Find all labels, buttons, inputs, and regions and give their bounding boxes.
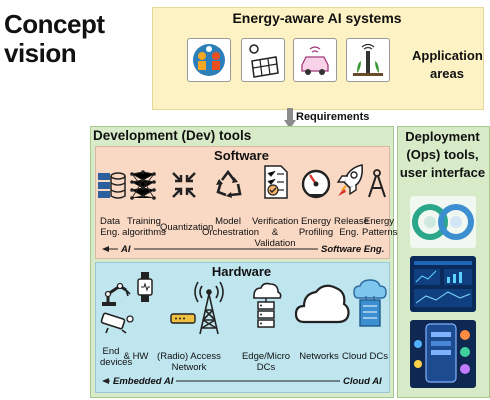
rocket-icon — [336, 164, 364, 196]
label-line-1: Training — [127, 216, 161, 227]
label-line-2: Eng. — [339, 227, 359, 238]
hardware-label-edge-dcs: Edge/Micro DCs — [241, 351, 291, 373]
band-label-ai: AI — [118, 245, 134, 254]
ops-tools-title: Deployment (Ops) tools, user interface — [397, 128, 488, 182]
hardware-label-hw: & HW — [123, 351, 149, 362]
ops-line-3: user interface — [399, 165, 486, 180]
hardware-label-end-devices: End devices — [100, 346, 133, 368]
band-label-cloud-ai: Cloud AI — [340, 377, 385, 386]
software-label-data-eng: Data Eng. — [95, 216, 125, 238]
database-icon — [98, 172, 126, 199]
hardware-label-networks: Networks — [299, 351, 339, 362]
label-line-1: End — [102, 346, 120, 357]
software-label-profiling: Energy Profiling — [298, 216, 334, 238]
label-line-1: Quantization — [160, 222, 214, 233]
software-label-orchestration: Model Orchestration — [202, 216, 260, 238]
ops-line-2: (Ops) tools, — [406, 147, 479, 162]
hardware-title: Hardware — [211, 264, 272, 279]
cloud-datacenter-icon — [353, 279, 387, 327]
compass-icon — [368, 169, 386, 198]
hardware-label-access-network: (Radio) Access Network — [157, 351, 221, 373]
hardware-label-cloud-dcs: Cloud DCs — [342, 351, 388, 362]
label-line-1: Verification — [252, 216, 299, 227]
recycle-icon — [216, 169, 242, 198]
server-cloud-icon — [253, 282, 282, 328]
ops-line-1: Deployment — [405, 129, 480, 144]
mobile-app-icon — [410, 320, 476, 388]
label-line-2: Eng. — [100, 227, 120, 238]
label-line-2: algorithms — [122, 227, 166, 238]
label-line-2: & Validation — [254, 227, 296, 249]
software-label-release: Release Eng. — [334, 216, 369, 238]
software-label-patterns: Energy Patterns — [362, 216, 398, 238]
dev-tools-title: Development (Dev) tools — [93, 128, 252, 143]
label-line-1: Energy — [300, 216, 332, 227]
radio-tower-icon — [194, 281, 224, 335]
label-line-2: Orchestration — [202, 227, 260, 238]
requirements-arrow-icon — [284, 108, 296, 129]
label-line-1: Release — [334, 216, 369, 227]
robot-arm-icon — [102, 282, 131, 306]
people-gears-icon — [187, 38, 231, 82]
circular-lifecycle-icon — [410, 196, 476, 248]
app-areas-line-2: areas — [430, 66, 464, 81]
software-label-verification: Verification & Validation — [252, 216, 298, 249]
label-line-2: Patterns — [362, 227, 398, 238]
band-label-software-eng: Software Eng. — [318, 245, 388, 254]
camera-icon — [100, 312, 134, 334]
label-line-2: devices — [100, 357, 133, 368]
label-line-1: Energy — [363, 216, 395, 227]
dashboard-icon — [410, 256, 476, 312]
band-label-embedded-ai: Embedded AI — [110, 377, 177, 386]
label-line-1: Data — [99, 216, 121, 227]
software-label-training: Training algorithms — [121, 216, 167, 238]
energy-aware-title: Energy-aware AI systems — [232, 10, 402, 26]
checklist-icon — [264, 165, 288, 199]
software-label-quantization: Quantization — [160, 222, 214, 233]
cloud-icon — [294, 284, 350, 324]
software-panel — [95, 146, 390, 259]
smartwatch-icon — [137, 272, 153, 302]
app-areas-line-1: Application — [412, 48, 483, 63]
requirements-label: Requirements — [296, 111, 370, 123]
concept-vision-title: Concept vision — [4, 10, 105, 68]
neural-network-icon — [130, 170, 156, 200]
concept-line-1: Concept — [4, 9, 105, 39]
smart-agriculture-icon — [346, 38, 390, 82]
label-line-1: Model — [215, 216, 241, 227]
quantization-arrows-icon — [172, 172, 196, 198]
speed-gauge-icon — [301, 169, 331, 199]
label-line-2: Profiling — [298, 227, 334, 238]
solar-panel-icon — [241, 38, 285, 82]
software-title: Software — [214, 148, 269, 163]
router-icon — [170, 313, 196, 324]
connected-car-icon — [293, 38, 337, 82]
concept-line-2: vision — [4, 38, 77, 68]
application-areas-label: Application areas — [412, 47, 483, 83]
